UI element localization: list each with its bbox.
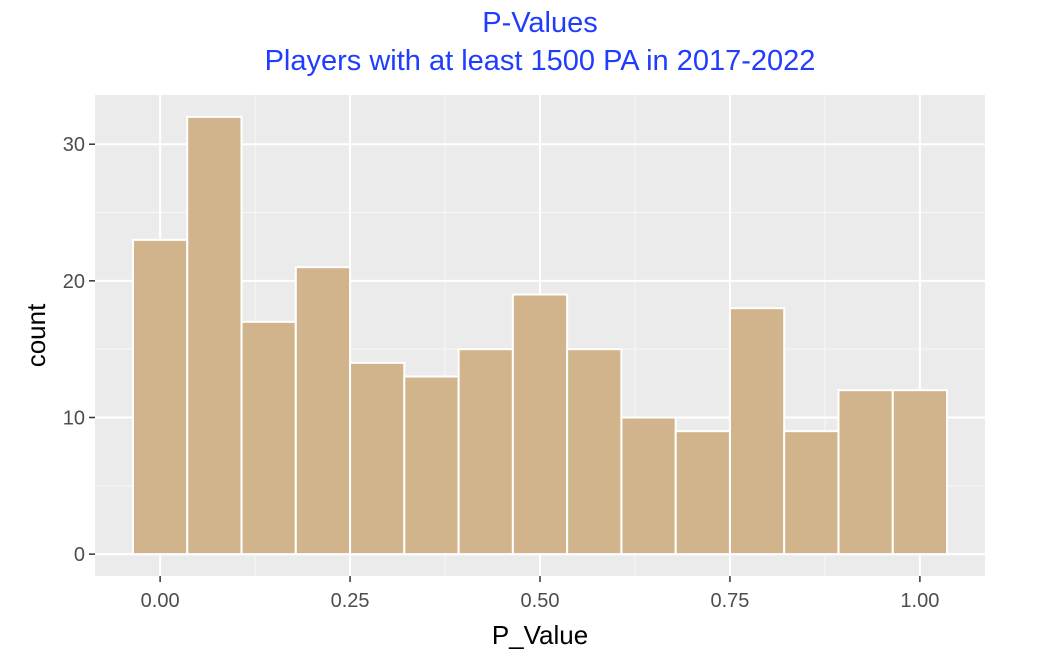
histogram-bar — [674, 430, 731, 556]
y-tick-label: 30 — [63, 134, 85, 156]
y-tick-label: 0 — [74, 544, 85, 566]
x-axis: 0.00 0.25 0.50 0.75 1.00 — [141, 576, 939, 612]
histogram-bar — [457, 348, 514, 556]
histogram-bar — [837, 389, 894, 556]
histogram-bar — [566, 348, 623, 556]
y-tick-label: 10 — [63, 407, 85, 429]
histogram-bar — [783, 430, 840, 556]
histogram-bar — [349, 361, 406, 556]
histogram-bar — [186, 115, 243, 556]
histogram-bars — [131, 115, 949, 556]
histogram-bar — [294, 266, 352, 556]
histogram-bar — [728, 307, 786, 556]
histogram-bar — [131, 238, 189, 556]
x-axis-title: P_Value — [492, 620, 588, 650]
y-axis: 0 10 20 30 — [63, 134, 95, 566]
histogram-bar — [240, 320, 297, 556]
x-tick-label: 1.00 — [900, 590, 939, 612]
histogram-bar — [511, 293, 569, 556]
histogram-bar — [620, 416, 677, 556]
x-tick-label: 0.50 — [521, 590, 560, 612]
y-axis-title: count — [21, 303, 51, 367]
chart-title: P-Values — [482, 7, 598, 39]
histogram-bar — [403, 375, 460, 556]
title-block: P-Values Players with at least 1500 PA i… — [95, 4, 985, 80]
chart-subtitle: Players with at least 1500 PA in 2017-20… — [264, 45, 816, 77]
x-tick-label: 0.25 — [331, 590, 370, 612]
histogram-bar — [891, 389, 949, 556]
x-tick-label: 0.75 — [710, 590, 749, 612]
x-tick-label: 0.00 — [141, 590, 180, 612]
y-tick-label: 20 — [63, 271, 85, 293]
